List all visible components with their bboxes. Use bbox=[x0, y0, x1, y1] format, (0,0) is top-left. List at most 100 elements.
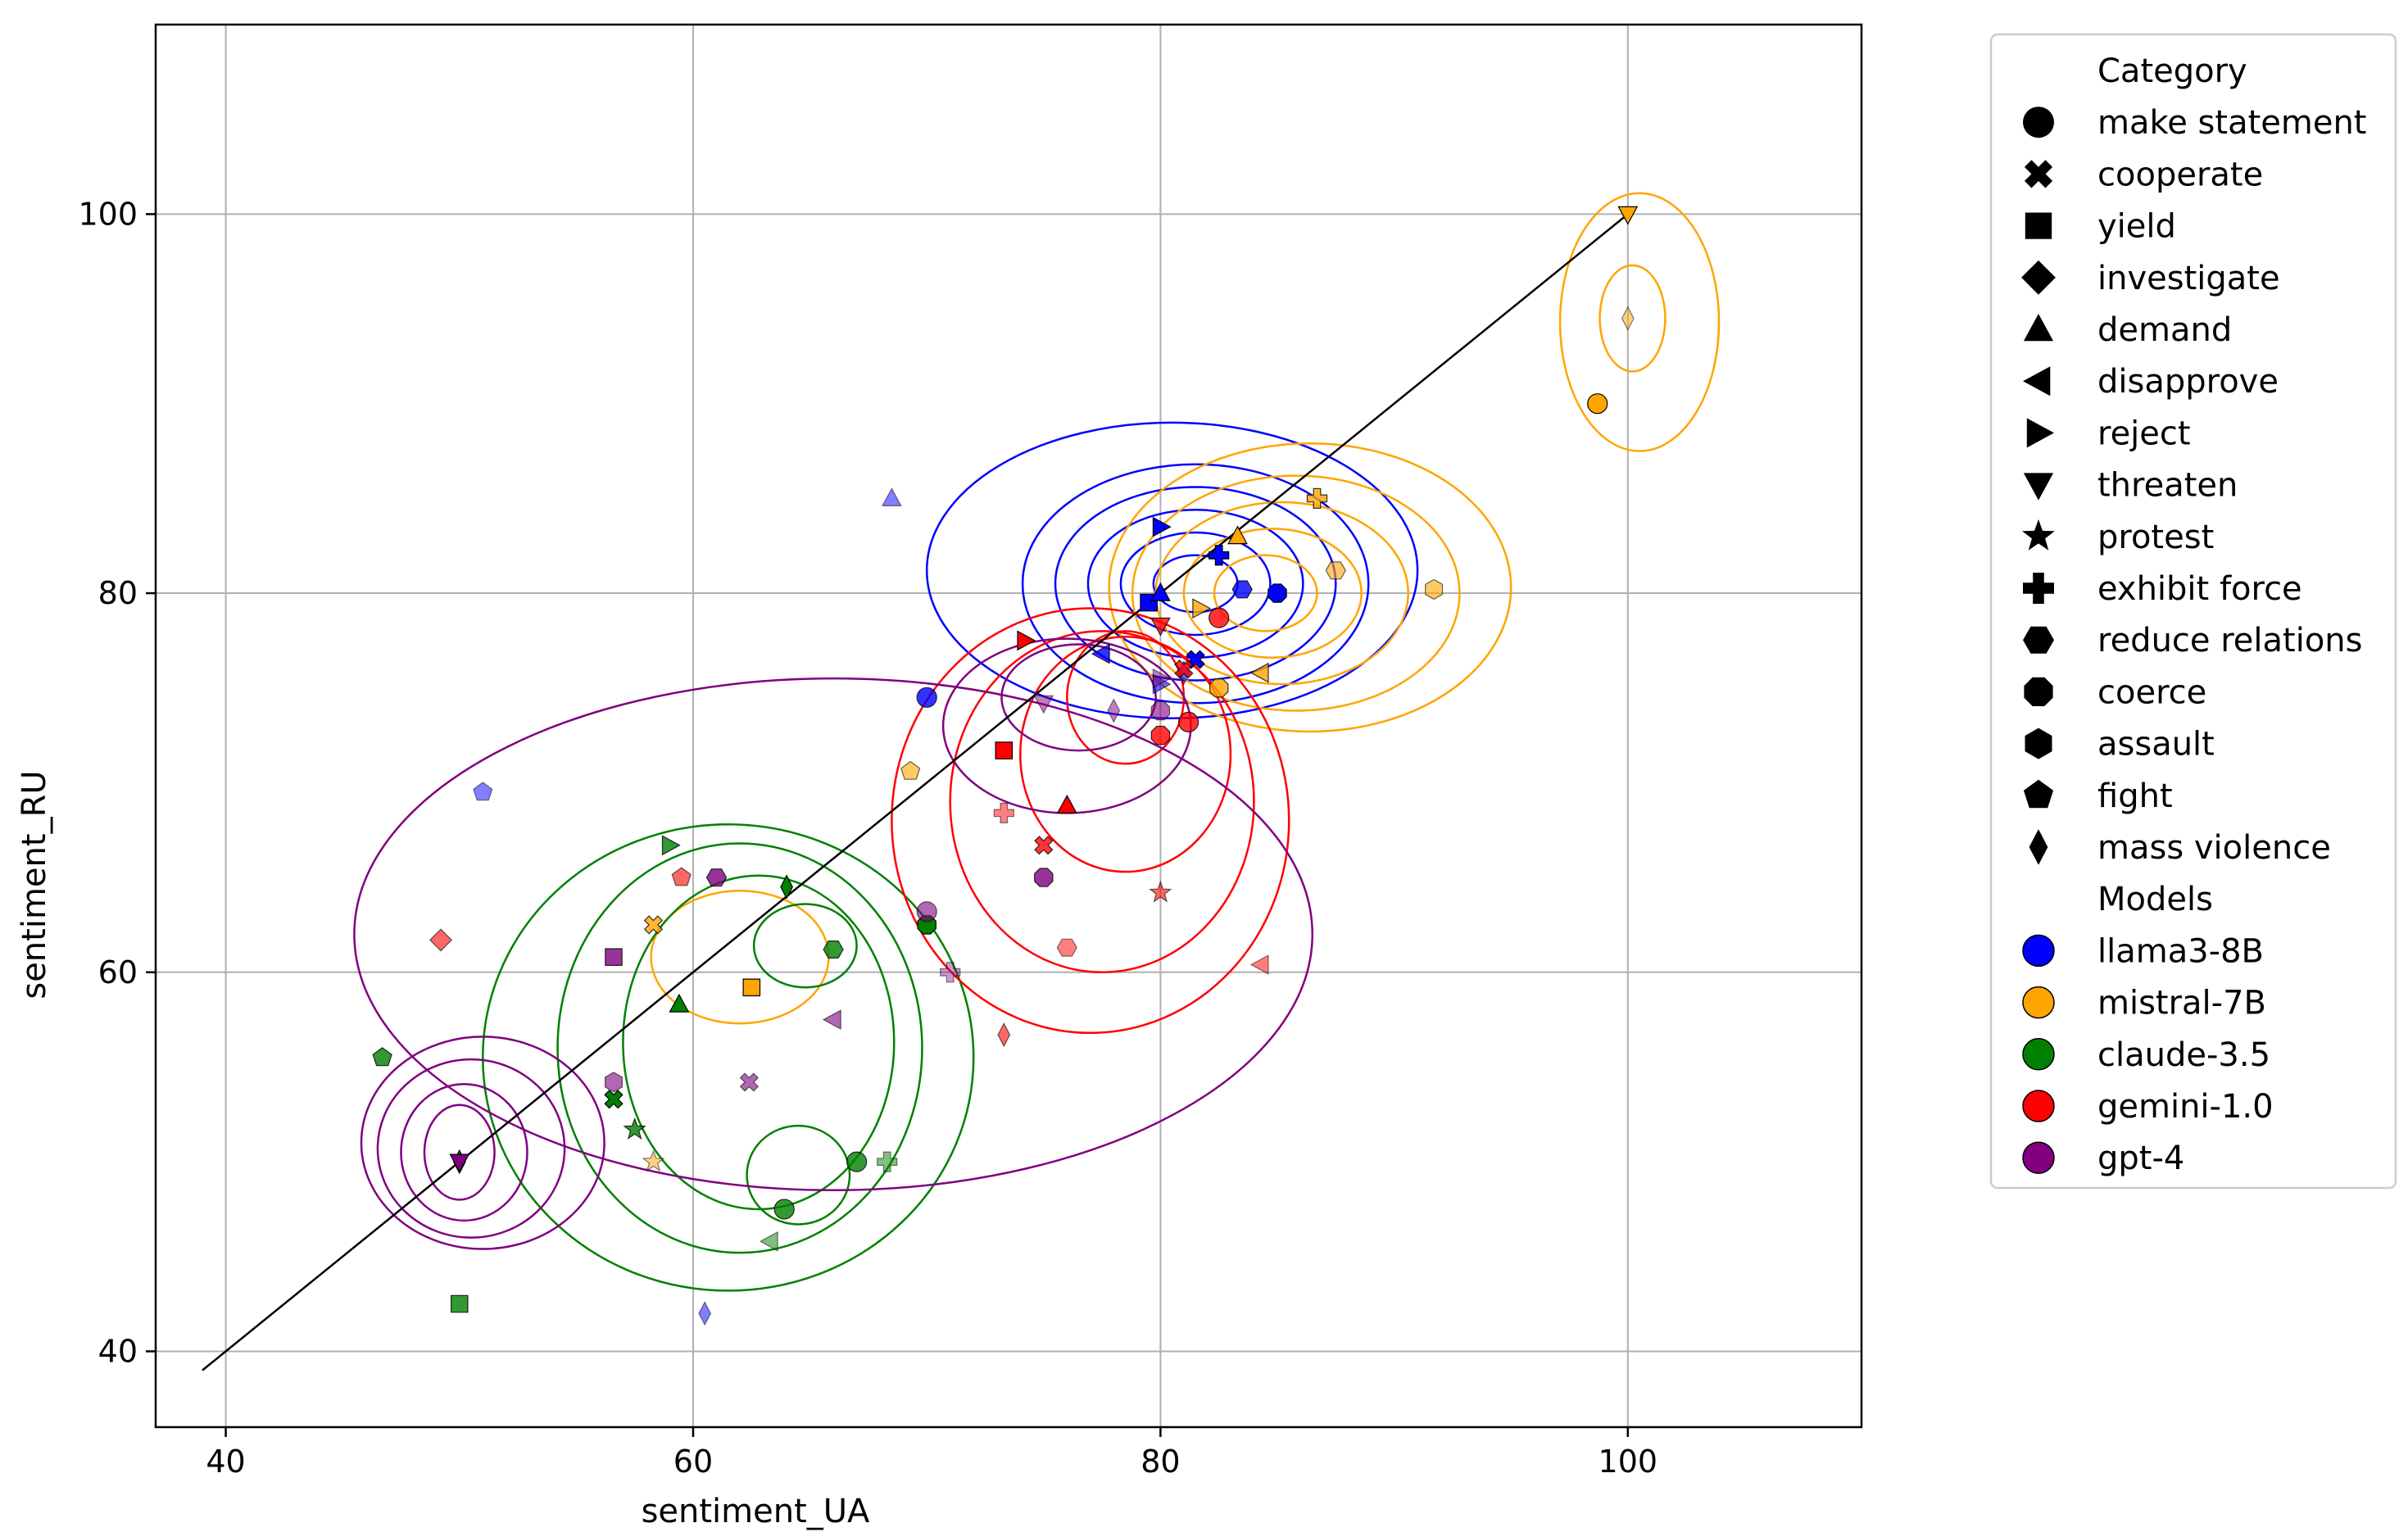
point-mistral-7b-plus-3 bbox=[1306, 487, 1328, 510]
contour-mistral-7b-1 bbox=[1182, 528, 1363, 659]
legend-marker-demand bbox=[2023, 314, 2054, 342]
point-gemini-1-0-octagon-9 bbox=[1150, 725, 1171, 746]
point-mistral-7b-pentagon-10 bbox=[900, 760, 921, 780]
x-tick-label-100: 100 bbox=[1599, 1444, 1658, 1480]
point-claude-3-5-triangle-up-4 bbox=[669, 993, 690, 1013]
legend-label-gemini-1-0: gemini-1.0 bbox=[2097, 1088, 2274, 1126]
point-mistral-7b-triangle-right-7 bbox=[1192, 598, 1212, 619]
diagonal-line bbox=[202, 213, 1629, 1371]
point-llama3-8b-circle-0 bbox=[916, 687, 937, 708]
legend-marker-make-statement bbox=[2023, 107, 2054, 138]
point-gemini-1-0-thin-diamond-6 bbox=[997, 1022, 1011, 1048]
point-claude-3-5-circle-9 bbox=[773, 1199, 795, 1220]
contour-gemini-1-0-2 bbox=[949, 630, 1255, 974]
point-claude-3-5-triangle-left-10 bbox=[759, 1231, 778, 1252]
x-axis-ticks: 40 60 80 100 bbox=[206, 1427, 1657, 1480]
contour-gpt-4-4 bbox=[1000, 643, 1157, 752]
point-gpt-4-hexagon-flat-3 bbox=[705, 868, 728, 887]
contour-llama3-8b-3 bbox=[1054, 486, 1337, 682]
legend-marker-fight bbox=[2023, 779, 2054, 809]
point-gpt-4-hexagon-2 bbox=[604, 1072, 624, 1093]
y-tick-label-60: 60 bbox=[98, 954, 138, 990]
legend-marker-gemini-1-0 bbox=[2022, 1090, 2055, 1122]
contour-gpt-4-0 bbox=[423, 1104, 496, 1201]
point-claude-3-5-pentagon-11 bbox=[372, 1047, 392, 1067]
point-gpt-4-triangle-right-12 bbox=[1152, 668, 1172, 689]
legend-marker-reduce-relations bbox=[2023, 626, 2054, 654]
legend-label-mistral-7b: mistral-7B bbox=[2097, 985, 2266, 1022]
point-claude-3-5-plus-8 bbox=[877, 1151, 898, 1172]
y-tick-label-80: 80 bbox=[98, 575, 138, 611]
contour-gpt-4-6 bbox=[353, 677, 1314, 1192]
x-tick-label-40: 40 bbox=[206, 1444, 245, 1480]
point-gemini-1-0-triangle-right-1 bbox=[1017, 630, 1036, 651]
point-gemini-1-0-triangle-up-2 bbox=[1056, 794, 1077, 814]
contour-claude-3-5-0 bbox=[752, 903, 858, 989]
legend-label-llama3-8b: llama3-8B bbox=[2097, 932, 2264, 970]
contour-mistral-7b-5 bbox=[1599, 264, 1667, 373]
scatter-points bbox=[372, 206, 1639, 1326]
point-llama3-8b-pentagon-1 bbox=[473, 782, 493, 801]
point-mistral-7b-triangle-up-6 bbox=[1227, 525, 1248, 545]
legend-label-cooperate: cooperate bbox=[2097, 156, 2263, 193]
contour-mistral-7b-4 bbox=[1108, 442, 1512, 733]
plot-frame bbox=[154, 23, 1863, 1429]
point-mistral-7b-octagon-9 bbox=[1209, 678, 1229, 698]
point-gemini-1-0-x-3 bbox=[1034, 836, 1054, 855]
contour-llama3-8b-4 bbox=[1021, 463, 1370, 705]
point-gpt-4-triangle-down-0 bbox=[449, 1154, 470, 1173]
point-gemini-1-0-hexagon-flat-5 bbox=[1056, 938, 1077, 957]
legend-marker-assault bbox=[2025, 727, 2052, 759]
point-gpt-4-circle-6 bbox=[916, 901, 937, 922]
point-mistral-7b-triangle-down-0 bbox=[1617, 206, 1639, 225]
contour-gpt-4-3 bbox=[360, 1036, 605, 1250]
density-contours bbox=[353, 192, 1721, 1292]
legend-marker-exhibit-force bbox=[2023, 573, 2054, 604]
legend-marker-disapprove bbox=[2023, 366, 2051, 397]
point-gemini-1-0-triangle-down-12 bbox=[1150, 617, 1171, 637]
legend-label-investigate: investigate bbox=[2097, 260, 2280, 297]
legend-marker-coerce bbox=[2024, 677, 2053, 706]
point-gpt-4-octagon-7 bbox=[1034, 868, 1054, 887]
x-tick-label-60: 60 bbox=[673, 1444, 713, 1480]
legend-label-fight: fight bbox=[2097, 777, 2173, 815]
contour-gpt-4-2 bbox=[376, 1058, 566, 1239]
point-llama3-8b-triangle-right-4 bbox=[1152, 516, 1172, 537]
point-mistral-7b-x-12 bbox=[643, 915, 664, 935]
point-mistral-7b-star-13 bbox=[642, 1149, 665, 1172]
point-gemini-1-0-x-13 bbox=[1174, 659, 1194, 679]
point-gemini-1-0-circle-10 bbox=[1178, 711, 1199, 732]
legend-models-title: Models bbox=[2097, 881, 2213, 918]
point-llama3-8b-triangle-left-11 bbox=[1091, 643, 1110, 664]
point-llama3-8b-triangle-up-2 bbox=[881, 487, 902, 507]
point-claude-3-5-thin-diamond-1 bbox=[780, 874, 793, 900]
contour-gemini-1-0-3 bbox=[891, 607, 1290, 1035]
contour-claude-3-5-2 bbox=[622, 874, 896, 1211]
legend-category-title: Category bbox=[2097, 52, 2247, 90]
point-claude-3-5-triangle-right-0 bbox=[661, 835, 681, 856]
point-llama3-8b-hexagon-flat-5 bbox=[1231, 580, 1253, 599]
legend-label-assault: assault bbox=[2097, 726, 2215, 764]
point-mistral-7b-hexagon-5 bbox=[1425, 578, 1444, 601]
legend-label-protest: protest bbox=[2097, 519, 2214, 556]
legend-box bbox=[1989, 33, 2397, 1190]
legend-label-make-statement: make statement bbox=[2097, 104, 2366, 142]
legend-label-gpt-4: gpt-4 bbox=[2097, 1140, 2184, 1177]
contour-gemini-1-0-0 bbox=[1066, 630, 1186, 765]
point-gpt-4-plus-9 bbox=[940, 962, 961, 983]
legend-label-threaten: threaten bbox=[2097, 467, 2238, 505]
point-gpt-4-thin-diamond-11 bbox=[1107, 698, 1121, 723]
contour-mistral-7b-3 bbox=[1131, 474, 1461, 712]
point-claude-3-5-circle-7 bbox=[846, 1151, 868, 1172]
legend-label-claude-3-5: claude-3.5 bbox=[2097, 1036, 2270, 1074]
point-gpt-4-square-1 bbox=[605, 948, 623, 967]
contour-gemini-1-0-1 bbox=[1019, 636, 1232, 873]
point-llama3-8b-octagon-6 bbox=[1267, 583, 1287, 603]
legend-marker-gpt-4 bbox=[2022, 1141, 2055, 1174]
legend-label-disapprove: disapprove bbox=[2097, 363, 2279, 401]
y-tick-label-100: 100 bbox=[78, 196, 138, 232]
legend-marker-mass-violence bbox=[2029, 829, 2048, 865]
legend-marker-claude-3-5 bbox=[2022, 1038, 2055, 1071]
point-gemini-1-0-circle-11 bbox=[1209, 607, 1230, 628]
